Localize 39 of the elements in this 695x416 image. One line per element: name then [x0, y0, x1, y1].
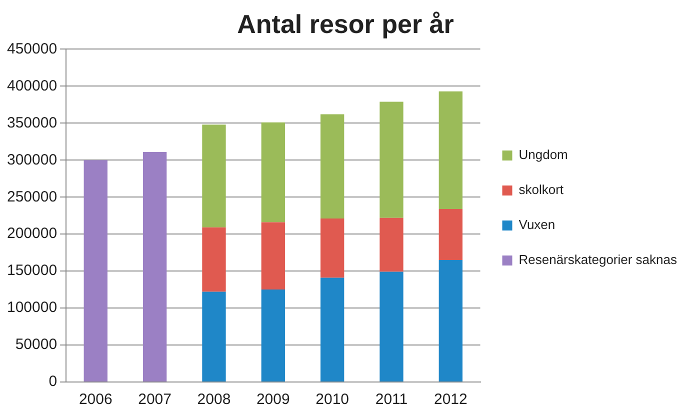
bar [320, 278, 344, 382]
bar [202, 292, 226, 382]
bar [380, 102, 404, 218]
y-tick-label: 150000 [6, 262, 58, 280]
legend-label: Ungdom [518, 147, 568, 162]
bar [380, 272, 404, 382]
x-tick-label: 2007 [138, 391, 172, 408]
y-tick-label: 100000 [6, 299, 58, 316]
bar [202, 124, 226, 228]
y-tick-label: 350000 [6, 114, 58, 132]
x-tick-label: 2009 [256, 391, 290, 408]
y-tick-label: 50000 [15, 336, 58, 354]
y-tick-label: 400000 [6, 77, 58, 94]
bar [142, 152, 167, 382]
y-tick-label: 200000 [6, 225, 58, 242]
x-tick-label: 2012 [434, 391, 468, 408]
y-tick-label: 300000 [6, 151, 58, 168]
bar [261, 122, 285, 222]
bar [320, 114, 344, 219]
bar [84, 160, 108, 382]
y-tick-label: 450000 [6, 40, 58, 58]
x-tick-label: 2008 [197, 391, 231, 408]
x-tick-label: 2010 [316, 391, 350, 408]
bar [438, 91, 462, 209]
legend-label: Resenärskategorier saknas [518, 252, 678, 268]
x-tick-label: 2011 [375, 391, 408, 408]
bar [438, 208, 462, 260]
y-tick-label: 0 [48, 373, 58, 390]
bar [380, 218, 404, 272]
bar [320, 218, 344, 278]
y-tick-label: 250000 [6, 188, 58, 206]
bar [438, 260, 462, 382]
x-tick-label: 2006 [78, 391, 112, 408]
bar [261, 222, 285, 290]
chart-title: Antal resor per år [237, 8, 454, 39]
legend-label: Vuxen [518, 217, 556, 232]
bar [202, 227, 226, 292]
legend-label: skolkort [518, 182, 564, 198]
bar [261, 290, 285, 382]
